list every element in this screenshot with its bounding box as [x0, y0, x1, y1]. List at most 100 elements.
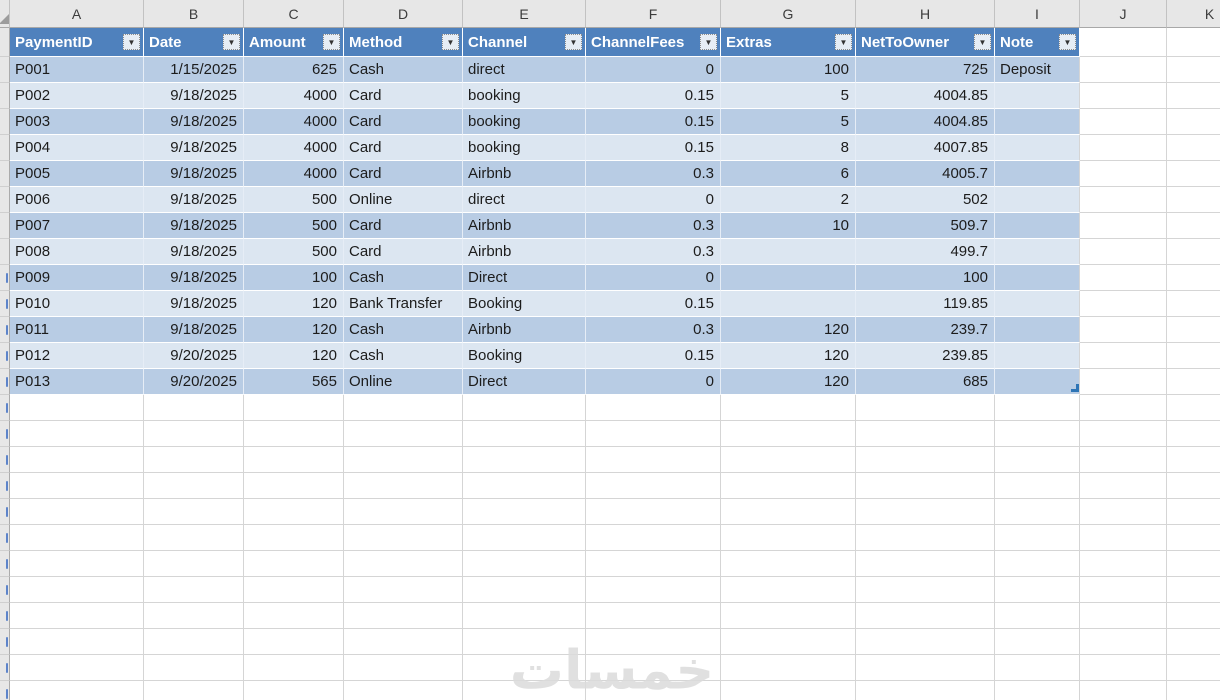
filter-dropdown-icon[interactable]: ▼: [123, 34, 140, 50]
cell-J25[interactable]: [1080, 655, 1167, 681]
cell-A15[interactable]: [10, 395, 144, 421]
cell-J21[interactable]: [1080, 551, 1167, 577]
cell-J3[interactable]: [1080, 83, 1167, 109]
cell-H23[interactable]: [856, 603, 995, 629]
cell-C23[interactable]: [244, 603, 344, 629]
column-letter-G[interactable]: G: [721, 0, 856, 28]
cell-J17[interactable]: [1080, 447, 1167, 473]
cell-F26[interactable]: [586, 681, 721, 700]
row-header-sliver[interactable]: [0, 525, 10, 551]
cell-B10[interactable]: P009: [10, 265, 144, 291]
cell-D2[interactable]: 625: [244, 57, 344, 83]
cell-I26[interactable]: [995, 681, 1080, 700]
row-header-sliver[interactable]: [0, 28, 10, 57]
column-letter-C[interactable]: C: [244, 0, 344, 28]
cell-J14[interactable]: [1080, 369, 1167, 395]
cell-I12[interactable]: 239.7: [856, 317, 995, 343]
cell-J11[interactable]: [1080, 291, 1167, 317]
cell-J8[interactable]: [1080, 213, 1167, 239]
cell-F6[interactable]: Airbnb: [463, 161, 586, 187]
row-header-sliver[interactable]: [0, 395, 10, 421]
cell-F20[interactable]: [586, 525, 721, 551]
cell-B14[interactable]: P013: [10, 369, 144, 395]
cell-J18[interactable]: [1080, 473, 1167, 499]
cell-I16[interactable]: [995, 421, 1080, 447]
cell-J10[interactable]: [995, 265, 1080, 291]
cell-C3[interactable]: 9/18/2025: [144, 83, 244, 109]
cell-B20[interactable]: [144, 525, 244, 551]
cell-J2[interactable]: Deposit: [995, 57, 1080, 83]
cell-C5[interactable]: 9/18/2025: [144, 135, 244, 161]
cell-J3[interactable]: [995, 83, 1080, 109]
cell-E5[interactable]: Card: [344, 135, 463, 161]
table-header-channel[interactable]: Channel ▼: [463, 28, 586, 57]
cell-D17[interactable]: [344, 447, 463, 473]
cell-I2[interactable]: 725: [856, 57, 995, 83]
cell-J14[interactable]: [995, 369, 1080, 395]
cell-E13[interactable]: Cash: [344, 343, 463, 369]
table-header-note[interactable]: Note ▼: [995, 28, 1080, 57]
filter-dropdown-icon[interactable]: ▼: [1059, 34, 1076, 50]
cell-J7[interactable]: [1080, 187, 1167, 213]
cell-K3[interactable]: [1167, 83, 1220, 109]
table-resize-handle[interactable]: [1071, 384, 1079, 392]
cell-F22[interactable]: [586, 577, 721, 603]
cell-E24[interactable]: [463, 629, 586, 655]
cell-D26[interactable]: [344, 681, 463, 700]
cell-I25[interactable]: [995, 655, 1080, 681]
cell-H18[interactable]: [856, 473, 995, 499]
cell-J12[interactable]: [1080, 317, 1167, 343]
cell-I22[interactable]: [995, 577, 1080, 603]
cell-K13[interactable]: [1167, 343, 1220, 369]
cell-I3[interactable]: 4004.85: [856, 83, 995, 109]
cell-F8[interactable]: Airbnb: [463, 213, 586, 239]
cell-D14[interactable]: 565: [244, 369, 344, 395]
column-letter-A[interactable]: A: [10, 0, 144, 28]
cell-J10[interactable]: [1080, 265, 1167, 291]
cell-H3[interactable]: 5: [721, 83, 856, 109]
cell-J15[interactable]: [1080, 395, 1167, 421]
cell-G23[interactable]: [721, 603, 856, 629]
cell-K8[interactable]: [1167, 213, 1220, 239]
cell-C24[interactable]: [244, 629, 344, 655]
row-header-sliver[interactable]: [0, 187, 10, 213]
cell-I13[interactable]: 239.85: [856, 343, 995, 369]
cell-D12[interactable]: 120: [244, 317, 344, 343]
row-header-sliver[interactable]: [0, 239, 10, 265]
table-header-paymentid[interactable]: PaymentID ▼: [10, 28, 144, 57]
cell-E6[interactable]: Card: [344, 161, 463, 187]
cell-A24[interactable]: [10, 629, 144, 655]
cell-H7[interactable]: 2: [721, 187, 856, 213]
cell-D9[interactable]: 500: [244, 239, 344, 265]
cell-K17[interactable]: [1167, 447, 1220, 473]
cell-E17[interactable]: [463, 447, 586, 473]
cell-D10[interactable]: 100: [244, 265, 344, 291]
cell-H9[interactable]: [721, 239, 856, 265]
cell-G9[interactable]: 0.3: [586, 239, 721, 265]
cell-J1[interactable]: [1080, 28, 1167, 57]
cell-C20[interactable]: [244, 525, 344, 551]
cell-G7[interactable]: 0: [586, 187, 721, 213]
filter-dropdown-icon[interactable]: ▼: [223, 34, 240, 50]
cell-B2[interactable]: P001: [10, 57, 144, 83]
cell-J11[interactable]: [995, 291, 1080, 317]
row-header-sliver[interactable]: [0, 57, 10, 83]
cell-A20[interactable]: [10, 525, 144, 551]
column-letter-H[interactable]: H: [856, 0, 995, 28]
row-header-sliver[interactable]: [0, 369, 10, 395]
cell-A26[interactable]: [10, 681, 144, 700]
cell-E7[interactable]: Online: [344, 187, 463, 213]
cell-I15[interactable]: [995, 395, 1080, 421]
cell-J5[interactable]: [995, 135, 1080, 161]
cell-H13[interactable]: 120: [721, 343, 856, 369]
cell-E11[interactable]: Bank Transfer: [344, 291, 463, 317]
row-header-sliver[interactable]: [0, 473, 10, 499]
cell-B5[interactable]: P004: [10, 135, 144, 161]
cell-F12[interactable]: Airbnb: [463, 317, 586, 343]
row-header-sliver[interactable]: [0, 343, 10, 369]
column-letter-J[interactable]: J: [1080, 0, 1167, 28]
cell-E10[interactable]: Cash: [344, 265, 463, 291]
select-all-corner[interactable]: [0, 0, 10, 28]
cell-I20[interactable]: [995, 525, 1080, 551]
cell-B21[interactable]: [144, 551, 244, 577]
